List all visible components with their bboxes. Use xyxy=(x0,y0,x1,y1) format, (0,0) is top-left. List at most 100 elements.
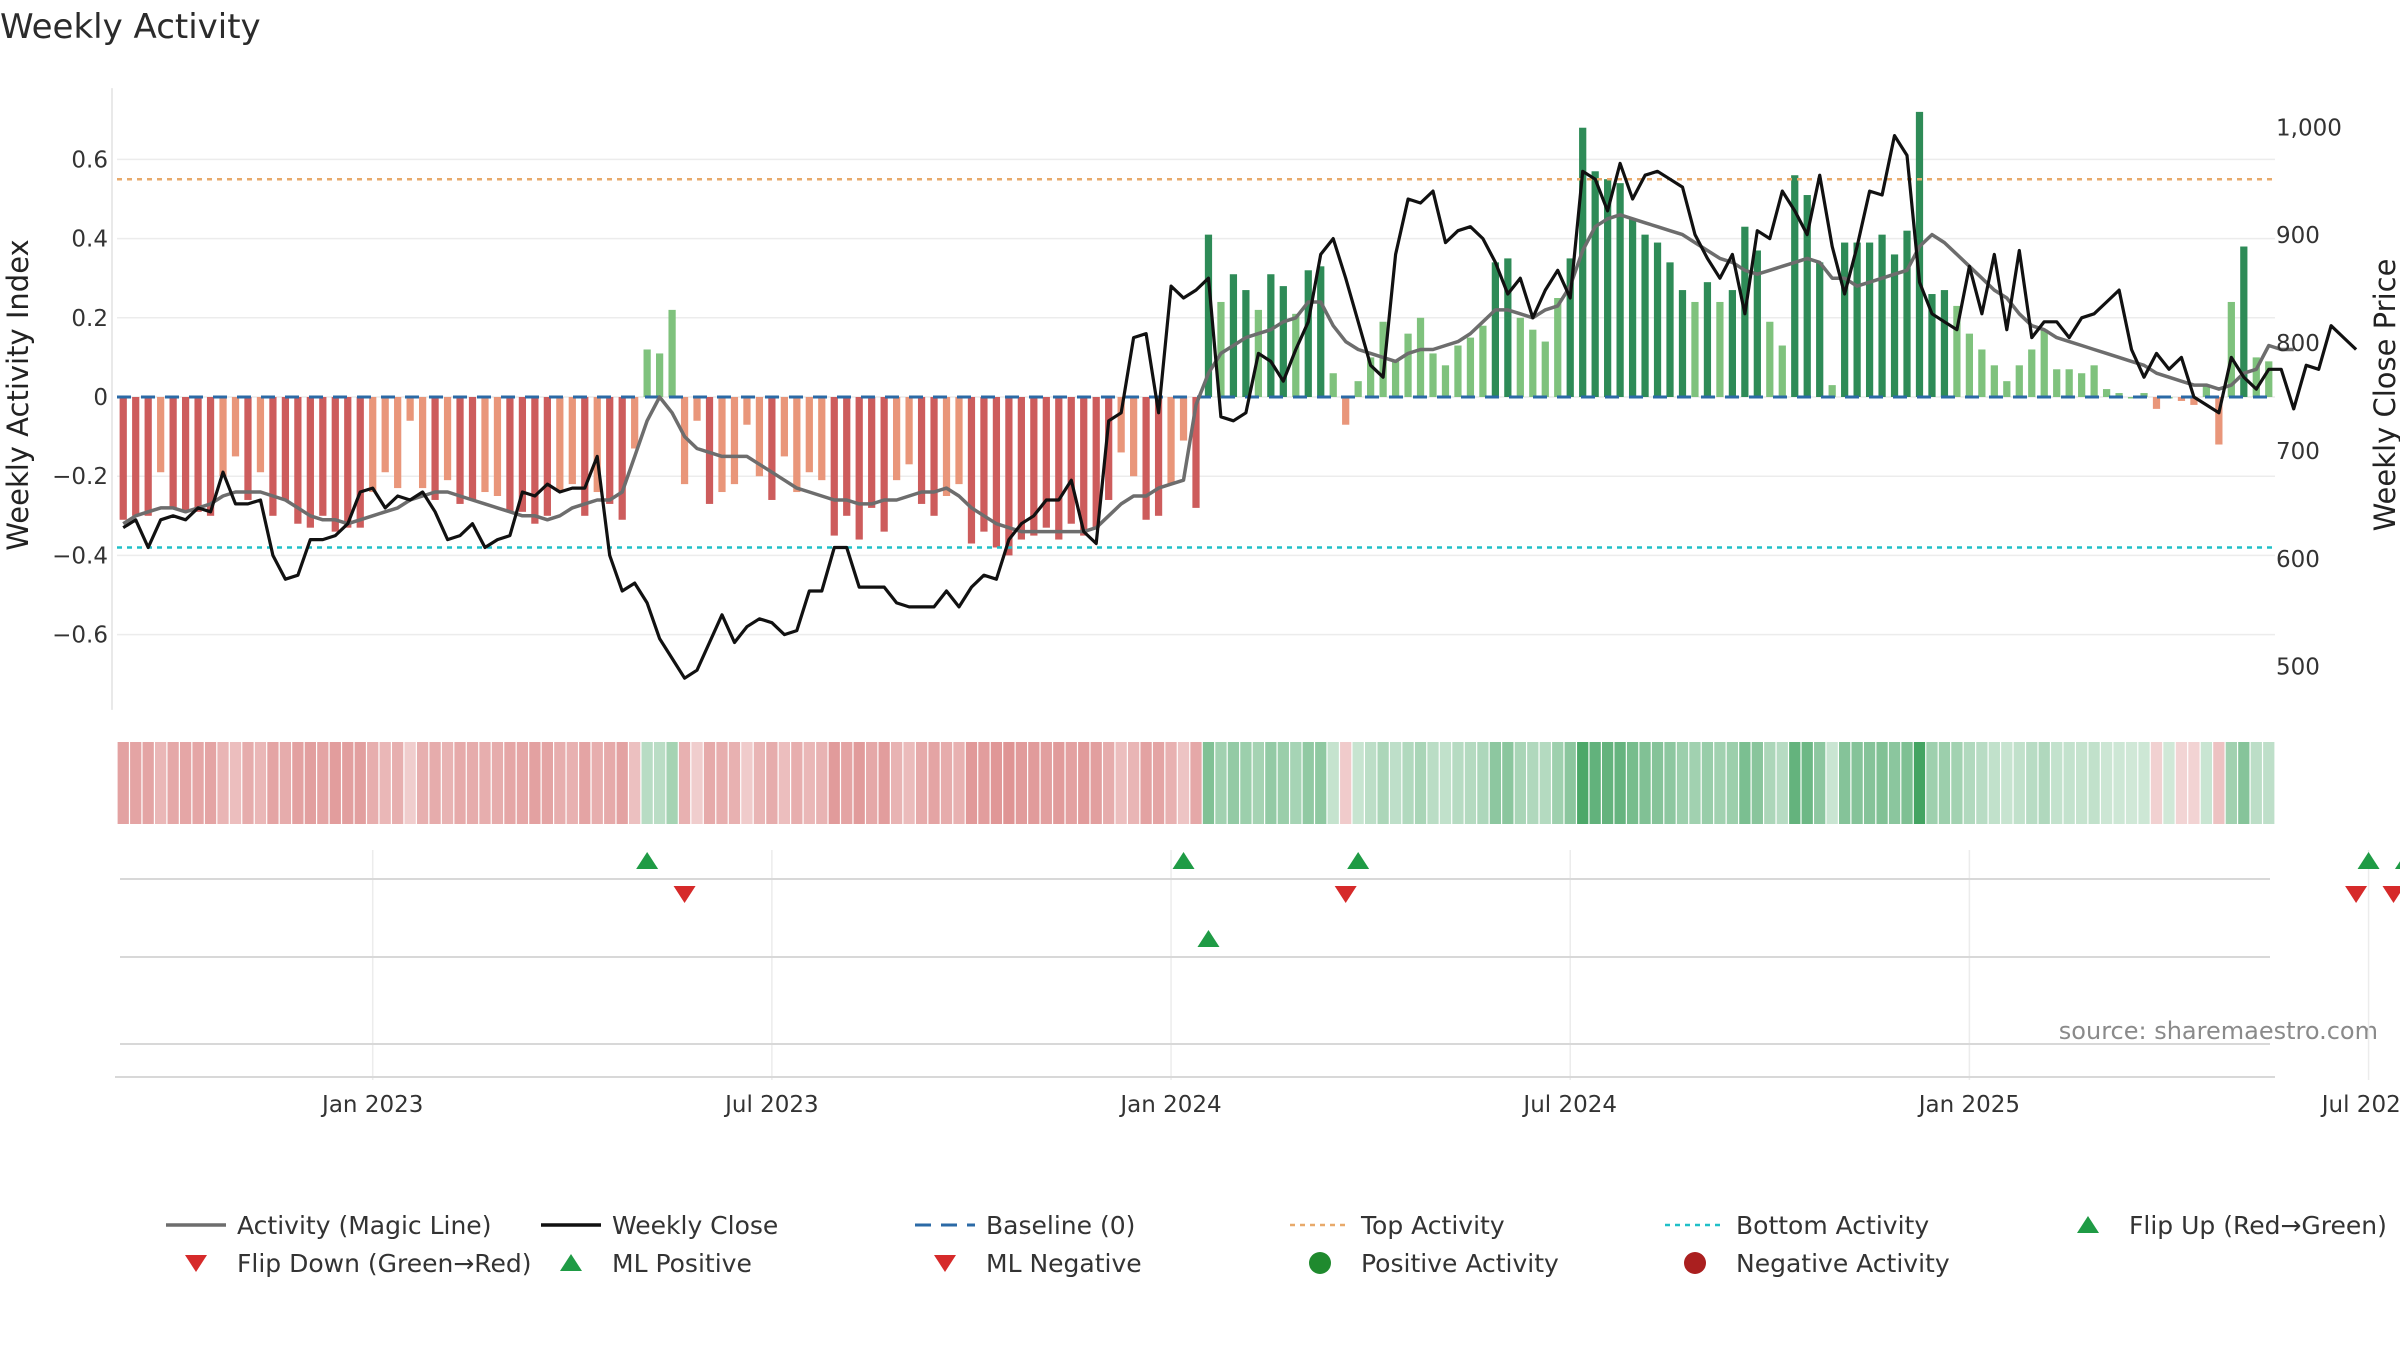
legend-triangle-up-icon xyxy=(560,1254,582,1271)
activity-bar xyxy=(980,397,988,532)
activity-bar xyxy=(992,397,1001,548)
heat-cell xyxy=(229,742,242,824)
heat-cell xyxy=(591,742,603,824)
activity-bar xyxy=(294,397,302,524)
heat-cell xyxy=(1626,742,1639,824)
heat-cell xyxy=(379,742,391,824)
heat-cell xyxy=(1776,742,1788,824)
heat-cell xyxy=(155,742,167,824)
heat-cell xyxy=(1414,742,1427,824)
activity-bar xyxy=(1541,341,1549,397)
activity-bar xyxy=(917,397,926,504)
heat-cell xyxy=(254,742,267,824)
heat-cell xyxy=(1389,742,1402,824)
flip-up-marker xyxy=(2357,852,2380,869)
heat-cell xyxy=(703,742,716,824)
activity-bar xyxy=(1342,397,1350,425)
heat-cell xyxy=(2225,742,2237,824)
activity-bar xyxy=(1030,397,1038,536)
activity-bar xyxy=(743,397,751,425)
activity-bar xyxy=(1005,397,1013,556)
heat-cell xyxy=(1938,742,1951,824)
activity-bar xyxy=(1279,286,1287,397)
heat-cell xyxy=(691,742,703,824)
activity-bar xyxy=(1953,305,1961,397)
activity-bar xyxy=(2265,361,2273,397)
heat-cell xyxy=(1602,742,1614,824)
heat-cell xyxy=(2076,742,2088,824)
activity-bar xyxy=(531,397,539,524)
heat-cell xyxy=(441,742,454,824)
heat-cell xyxy=(1651,742,1664,824)
heat-cell xyxy=(940,742,953,824)
activity-bar xyxy=(418,397,427,489)
activity-bar xyxy=(593,397,601,493)
heat-cell xyxy=(416,742,429,824)
activity-bar xyxy=(1940,290,1949,397)
heat-cell xyxy=(903,742,915,824)
heat-cell xyxy=(1789,742,1801,824)
activity-bar xyxy=(344,397,352,528)
heat-cell xyxy=(728,742,741,824)
activity-bar xyxy=(1429,353,1437,397)
activity-bar xyxy=(1441,365,1450,397)
heat-cell xyxy=(554,742,566,824)
activity-bar xyxy=(2190,397,2198,405)
heat-cell xyxy=(267,742,279,824)
heat-cell xyxy=(678,742,691,824)
activity-bar xyxy=(1217,301,1225,397)
heat-cell xyxy=(853,742,865,824)
activity-bar xyxy=(631,397,639,449)
activity-bar xyxy=(2227,301,2235,397)
activity-bar xyxy=(2215,397,2223,445)
activity-bar xyxy=(1267,274,1275,397)
activity-bar xyxy=(768,397,776,500)
activity-bar xyxy=(818,397,826,481)
activity-bar xyxy=(206,397,215,516)
heat-cell xyxy=(2026,742,2038,824)
heat-cell xyxy=(292,742,304,824)
legend-item: Flip Up (Red→Green) xyxy=(2077,1211,2387,1240)
activity-bar xyxy=(356,397,364,528)
activity-bar xyxy=(1816,262,1824,397)
activity-bar xyxy=(481,397,489,493)
activity-bar xyxy=(1479,325,1487,397)
heat-cell xyxy=(429,742,441,824)
activity-bar xyxy=(1466,337,1475,397)
activity-bar xyxy=(1716,301,1724,397)
activity-bar xyxy=(194,397,202,512)
weekly-close-line xyxy=(122,134,2358,680)
heat-cell xyxy=(1115,742,1127,824)
y-axis-title-left: Weekly Activity Index xyxy=(1,239,35,550)
activity-bar xyxy=(1728,290,1736,397)
y-tick-label-right: 800 xyxy=(2276,331,2320,357)
flip-down-marker xyxy=(1334,886,1357,903)
y-tick-label-left: 0.2 xyxy=(71,306,108,332)
activity-bar xyxy=(1703,282,1712,397)
heat-cell xyxy=(1152,742,1165,824)
heat-cell xyxy=(1040,742,1052,824)
heat-cell xyxy=(616,742,628,824)
heat-cell xyxy=(766,742,778,824)
legend-item: Bottom Activity xyxy=(1665,1211,1929,1240)
heat-cell xyxy=(404,742,416,824)
y-tick-label-right: 900 xyxy=(2276,223,2320,249)
activity-heat-strip xyxy=(117,742,2275,824)
activity-bar xyxy=(1229,274,1238,397)
legend-label: ML Positive xyxy=(612,1249,752,1278)
heat-cell xyxy=(1215,742,1227,824)
heat-cell xyxy=(454,742,466,824)
activity-bar xyxy=(1766,321,1774,397)
heat-cell xyxy=(354,742,366,824)
activity-bar xyxy=(618,397,626,520)
activity-bar xyxy=(269,397,277,516)
heat-cell xyxy=(1053,742,1065,824)
heat-cell xyxy=(367,742,379,824)
activity-bar xyxy=(119,397,127,520)
activity-bar xyxy=(568,397,576,485)
heat-cell xyxy=(1202,742,1215,824)
heat-cell xyxy=(1364,742,1377,824)
activity-bar xyxy=(2078,373,2086,397)
activity-bar xyxy=(1491,262,1499,397)
